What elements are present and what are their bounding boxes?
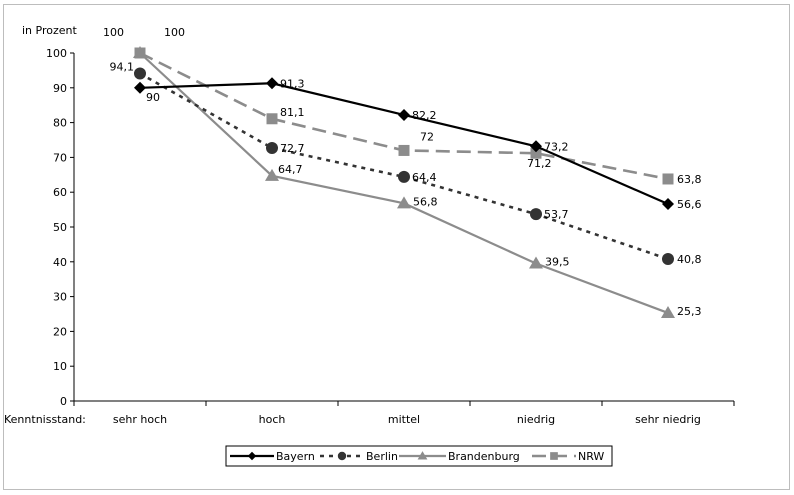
legend-marker <box>550 452 558 460</box>
y-tick-label: 20 <box>53 325 67 338</box>
x-tick-label: niedrig <box>517 413 555 426</box>
labels-berlin: 94,1 72,7 64,4 53,7 40,8 <box>110 61 702 266</box>
data-point <box>134 82 146 94</box>
data-point <box>266 142 278 154</box>
series-berlin <box>134 68 674 265</box>
data-label: 82,2 <box>412 109 437 122</box>
data-label: 72,7 <box>280 142 305 155</box>
data-point <box>662 253 674 265</box>
data-label: 94,1 <box>110 61 135 74</box>
data-point <box>529 257 543 269</box>
y-tick-label: 80 <box>53 117 67 130</box>
data-label: 73,2 <box>544 140 569 153</box>
y-tick-label: 10 <box>53 360 67 373</box>
legend-label: Brandenburg <box>448 450 520 463</box>
data-label: 100 <box>103 26 124 39</box>
data-label: 39,5 <box>545 256 570 269</box>
data-point <box>662 198 674 210</box>
y-axis-title: in Prozent <box>22 24 77 37</box>
y-tick-label: 30 <box>53 291 67 304</box>
x-tick-label: sehr hoch <box>113 413 167 426</box>
legend-marker <box>338 452 346 460</box>
data-label: 53,7 <box>544 208 569 221</box>
data-label: 25,3 <box>677 305 702 318</box>
data-label: 71,2 <box>527 157 552 170</box>
legend-label: Bayern <box>276 450 315 463</box>
series-layer: 90 91,3 82,2 73,2 56,6 94,1 72,7 64,4 53,7 40,8 10… <box>103 26 702 318</box>
x-tick-label: hoch <box>259 413 286 426</box>
data-label: 72 <box>420 130 434 143</box>
data-label: 40,8 <box>677 253 702 266</box>
data-point <box>266 77 278 89</box>
labels-bayern: 90 91,3 82,2 73,2 56,6 <box>146 77 702 211</box>
y-tick-label: 0 <box>60 395 67 408</box>
data-label: 56,8 <box>413 195 438 208</box>
y-tick-label: 40 <box>53 256 67 269</box>
y-tick-label: 60 <box>53 186 67 199</box>
y-tick-label: 50 <box>53 221 67 234</box>
data-label: 91,3 <box>280 77 305 90</box>
x-axis-title: Kenntnisstand: <box>4 413 86 426</box>
data-label: 90 <box>146 91 160 104</box>
data-point <box>398 109 410 121</box>
y-tick-label: 90 <box>53 82 67 95</box>
data-label: 63,8 <box>677 173 702 186</box>
axes: 0 10 20 30 40 50 60 70 80 90 100 sehr hoch hoch mitte… <box>46 47 734 426</box>
data-point <box>530 208 542 220</box>
data-point <box>398 171 410 183</box>
legend-label: NRW <box>578 450 604 463</box>
legend: Bayern Berlin Brandenburg NRW <box>226 446 612 466</box>
y-tick-label: 100 <box>46 47 67 60</box>
series-bayern <box>134 77 674 210</box>
data-label: 100 <box>164 26 185 39</box>
y-tick-label: 70 <box>53 151 67 164</box>
legend-label: Berlin <box>366 450 398 463</box>
data-label: 64,4 <box>412 171 437 184</box>
series-line <box>140 83 668 204</box>
x-tick-label: sehr niedrig <box>635 413 701 426</box>
x-tick-label: mittel <box>388 413 420 426</box>
data-label: 56,6 <box>677 198 702 211</box>
data-point <box>399 145 410 156</box>
data-label: 81,1 <box>280 106 305 119</box>
data-point <box>134 68 146 80</box>
data-point <box>267 113 278 124</box>
data-point <box>663 173 674 184</box>
data-label: 64,7 <box>278 163 303 176</box>
series-line <box>140 74 668 259</box>
